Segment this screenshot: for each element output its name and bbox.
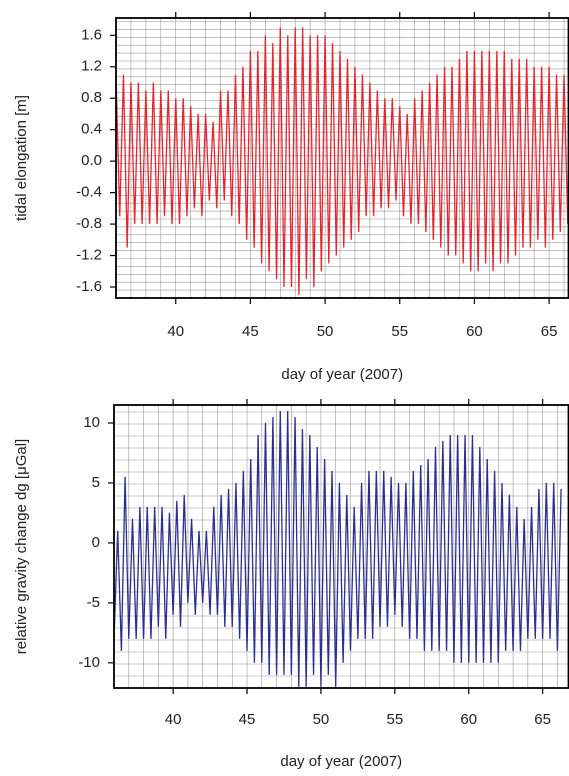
x-tick-label: 40: [167, 323, 184, 340]
x-axis-label: day of year (2007): [280, 753, 402, 770]
x-tick-label: 60: [466, 323, 483, 340]
y-tick-label: 0.0: [81, 152, 102, 169]
y-axis-label: tidal elongation [m]: [13, 95, 30, 221]
x-tick-label: 50: [313, 711, 330, 728]
x-tick-label: 45: [239, 711, 256, 728]
y-axis-label: relative gravity change dg [μGal]: [13, 439, 30, 654]
y-tick-label: 0.8: [81, 89, 102, 106]
x-tick-label: 65: [541, 323, 558, 340]
x-tick-label: 55: [386, 711, 403, 728]
y-tick-label: 5: [92, 474, 100, 491]
y-tick-label: 1.2: [81, 58, 102, 75]
x-axis-label: day of year (2007): [281, 366, 403, 383]
y-tick-label: -1.6: [76, 278, 102, 295]
y-tick-label: -0.4: [76, 184, 102, 201]
y-tick-label: -1.2: [76, 246, 102, 263]
x-tick-label: 65: [534, 711, 551, 728]
x-tick-label: 60: [460, 711, 477, 728]
y-tick-label: 0: [92, 534, 100, 551]
x-tick-label: 50: [317, 323, 334, 340]
y-tick-label: -5: [87, 594, 100, 611]
y-tick-label: 10: [83, 414, 100, 431]
data-line: [116, 27, 569, 295]
y-tick-label: 0.4: [81, 121, 102, 138]
data-line: [114, 410, 562, 687]
x-tick-label: 45: [242, 323, 259, 340]
x-tick-label: 40: [165, 711, 182, 728]
x-tick-label: 55: [391, 323, 408, 340]
y-tick-label: 1.6: [81, 26, 102, 43]
y-tick-label: -0.8: [76, 215, 102, 232]
y-tick-label: -10: [78, 654, 100, 671]
